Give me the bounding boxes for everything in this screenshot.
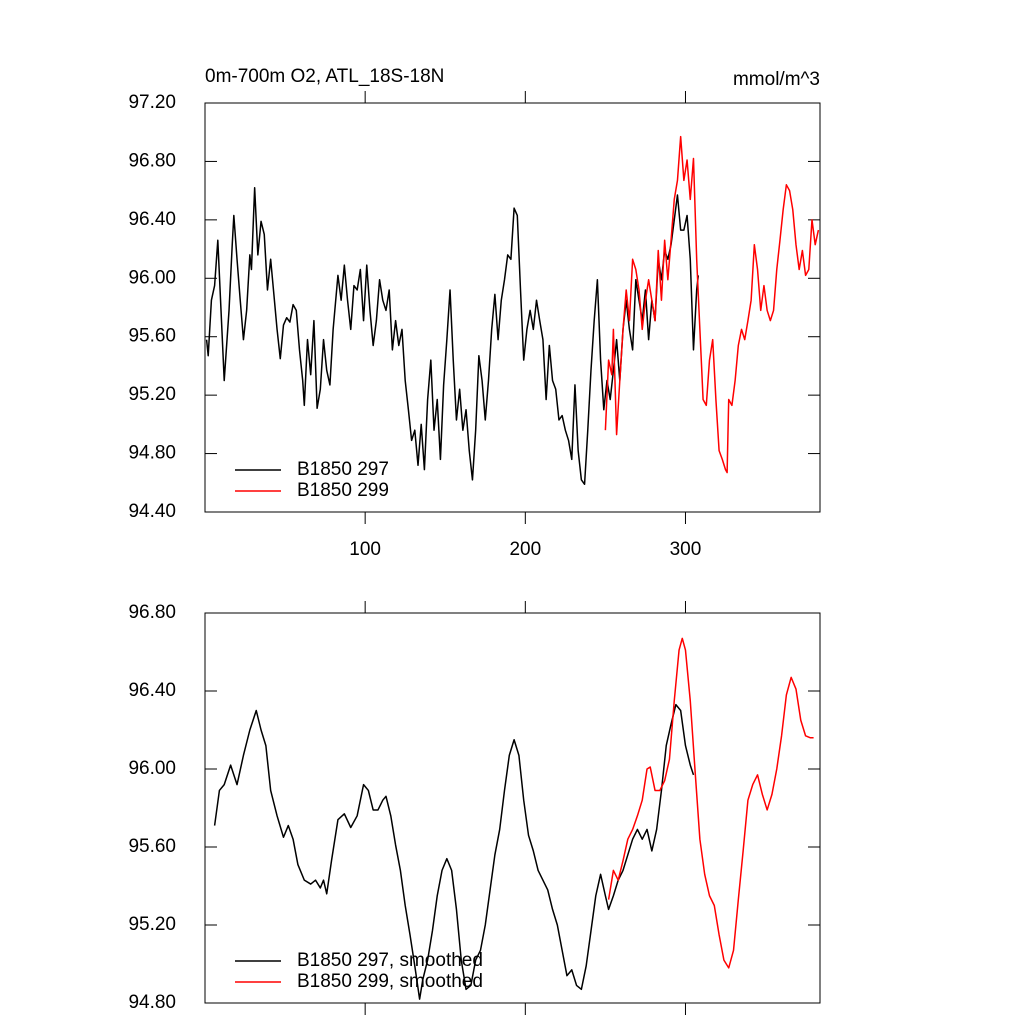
y-tick-label: 96.40 [128, 680, 176, 701]
y-tick-label: 97.20 [128, 92, 176, 113]
x-tick-label: 200 [509, 539, 541, 560]
y-tick-label: 96.80 [128, 150, 176, 171]
y-tick-label: 96.00 [128, 267, 176, 288]
y-tick-label: 94.40 [128, 501, 176, 522]
y-tick-label: 96.80 [128, 602, 176, 623]
y-tick-label: 95.20 [128, 384, 176, 405]
legend-label: B1850 297, smoothed [297, 950, 483, 971]
y-tick-label: 96.00 [128, 758, 176, 779]
y-tick-label: 94.80 [128, 443, 176, 464]
y-tick-label: 95.60 [128, 836, 176, 857]
legend-label: B1850 297 [297, 459, 389, 480]
series-line [213, 703, 695, 1000]
legend-label: B1850 299, smoothed [297, 971, 483, 992]
y-tick-label: 95.20 [128, 914, 176, 935]
y-tick-label: 94.80 [128, 992, 176, 1013]
top-frame [204, 102, 821, 513]
series-line [607, 637, 814, 969]
y-tick-label: 95.60 [128, 326, 176, 347]
legend-label: B1850 299 [297, 480, 389, 501]
x-tick-label: 100 [349, 539, 381, 560]
x-tick-label: 300 [670, 539, 702, 560]
series-line [604, 135, 820, 474]
y-tick-label: 96.40 [128, 209, 176, 230]
unit-label: mmol/m^3 [733, 69, 820, 90]
chart-title: 0m-700m O2, ATL_18S-18N [205, 66, 444, 87]
bottom-frame [204, 612, 821, 1004]
series-line [205, 186, 700, 485]
